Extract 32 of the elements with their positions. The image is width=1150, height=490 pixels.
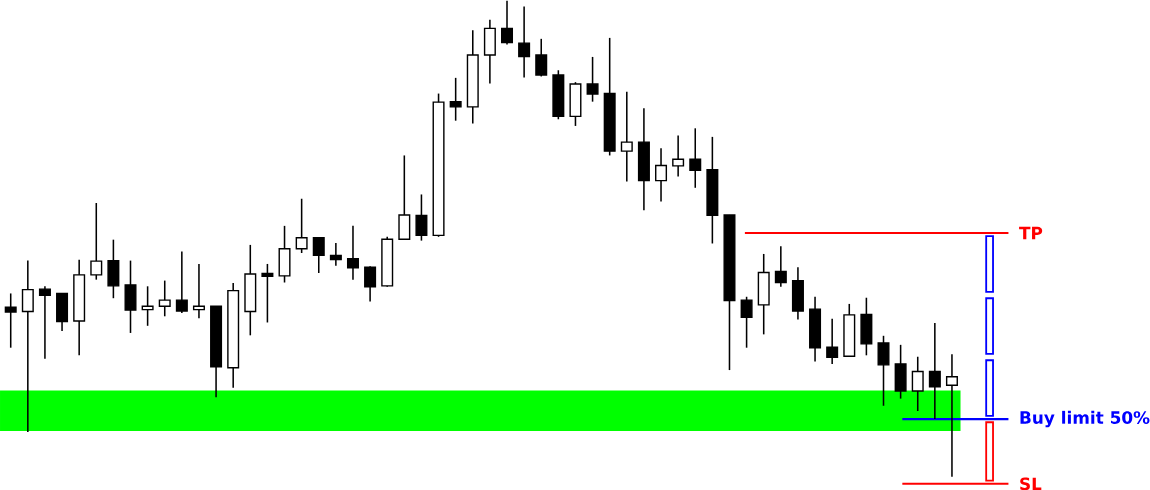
candlestick bbox=[518, 5, 531, 79]
candlestick bbox=[740, 295, 753, 349]
candlestick bbox=[535, 37, 548, 78]
candlestick bbox=[175, 250, 188, 314]
candlestick bbox=[655, 147, 668, 203]
candlestick bbox=[295, 197, 308, 254]
candlestick bbox=[329, 242, 342, 267]
candlestick bbox=[945, 353, 958, 478]
candlestick bbox=[312, 236, 325, 274]
candlestick bbox=[928, 322, 941, 420]
candlestick bbox=[500, 0, 514, 46]
candlestick bbox=[38, 285, 51, 360]
ref-line-label: SL bbox=[1020, 477, 1042, 490]
ref-line-label: TP bbox=[1019, 226, 1043, 240]
candlestick bbox=[689, 127, 702, 189]
candlestick bbox=[877, 334, 890, 407]
ref-line-label: Buy limit 50% bbox=[1020, 410, 1150, 428]
candlestick bbox=[21, 259, 34, 433]
candlestick bbox=[261, 263, 274, 324]
candlestick bbox=[346, 225, 359, 281]
candlestick bbox=[620, 90, 633, 183]
candlestick bbox=[415, 193, 428, 242]
candlestick bbox=[449, 76, 462, 122]
candlestick bbox=[364, 265, 377, 303]
candlestick bbox=[672, 134, 685, 178]
candlestick bbox=[774, 245, 787, 288]
candlestick bbox=[826, 317, 839, 365]
candlestick bbox=[586, 56, 599, 103]
candlestick bbox=[4, 292, 17, 349]
candlestick bbox=[911, 355, 924, 412]
candlestick bbox=[90, 202, 103, 281]
candlestick bbox=[158, 279, 171, 317]
